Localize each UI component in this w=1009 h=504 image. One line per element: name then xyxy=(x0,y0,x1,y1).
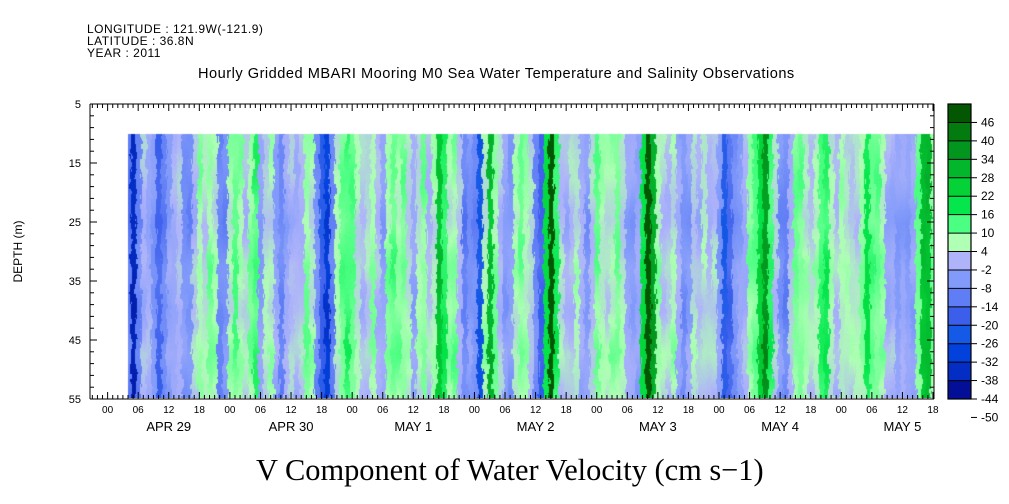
svg-text:40: 40 xyxy=(981,134,995,148)
svg-text:18: 18 xyxy=(316,405,328,416)
svg-text:15: 15 xyxy=(69,158,81,170)
svg-text:34: 34 xyxy=(981,152,995,166)
svg-text:00: 00 xyxy=(713,405,725,416)
svg-text:06: 06 xyxy=(499,405,511,416)
svg-text:-50: -50 xyxy=(981,410,999,424)
svg-text:46: 46 xyxy=(981,115,995,129)
svg-text:00: 00 xyxy=(224,405,236,416)
svg-text:12: 12 xyxy=(897,405,909,416)
svg-text:06: 06 xyxy=(377,405,389,416)
svg-text:-8: -8 xyxy=(981,281,992,295)
svg-text:4: 4 xyxy=(981,245,988,259)
svg-text:12: 12 xyxy=(530,405,542,416)
svg-text:18: 18 xyxy=(927,405,939,416)
svg-text:35: 35 xyxy=(69,276,81,288)
svg-text:06: 06 xyxy=(866,405,878,416)
svg-text:-38: -38 xyxy=(981,374,999,388)
svg-text:12: 12 xyxy=(285,405,297,416)
svg-text:APR 29: APR 29 xyxy=(146,419,191,434)
svg-text:28: 28 xyxy=(981,171,995,185)
svg-text:00: 00 xyxy=(469,405,481,416)
svg-text:22: 22 xyxy=(981,189,995,203)
svg-text:APR 30: APR 30 xyxy=(269,419,314,434)
svg-text:12: 12 xyxy=(408,405,420,416)
svg-text:10: 10 xyxy=(981,226,995,240)
svg-text:55: 55 xyxy=(69,394,81,406)
svg-text:06: 06 xyxy=(255,405,267,416)
svg-text:00: 00 xyxy=(102,405,114,416)
svg-text:-20: -20 xyxy=(981,318,999,332)
svg-text:18: 18 xyxy=(438,405,450,416)
svg-text:5: 5 xyxy=(75,99,81,111)
svg-text:06: 06 xyxy=(744,405,756,416)
svg-text:25: 25 xyxy=(69,217,81,229)
svg-text:MAY 1: MAY 1 xyxy=(394,419,432,434)
svg-text:00: 00 xyxy=(591,405,603,416)
svg-text:-44: -44 xyxy=(981,392,999,406)
svg-text:06: 06 xyxy=(622,405,634,416)
svg-text:-2: -2 xyxy=(981,263,992,277)
svg-text:00: 00 xyxy=(836,405,848,416)
svg-text:DEPTH (m): DEPTH (m) xyxy=(11,221,25,283)
svg-text:06: 06 xyxy=(133,405,145,416)
svg-text:-14: -14 xyxy=(981,300,999,314)
svg-text:MAY 3: MAY 3 xyxy=(639,419,677,434)
svg-text:18: 18 xyxy=(805,405,817,416)
svg-text:00: 00 xyxy=(347,405,359,416)
svg-text:45: 45 xyxy=(69,335,81,347)
svg-text:18: 18 xyxy=(194,405,206,416)
svg-text:18: 18 xyxy=(683,405,695,416)
svg-text:12: 12 xyxy=(163,405,175,416)
svg-text:-32: -32 xyxy=(981,355,999,369)
svg-text:-26: -26 xyxy=(981,337,999,351)
svg-text:12: 12 xyxy=(775,405,787,416)
svg-text:18: 18 xyxy=(561,405,573,416)
svg-text:12: 12 xyxy=(652,405,664,416)
svg-text:16: 16 xyxy=(981,208,995,222)
svg-text:MAY 5: MAY 5 xyxy=(884,419,922,434)
svg-text:MAY 2: MAY 2 xyxy=(517,419,555,434)
svg-text:MAY 4: MAY 4 xyxy=(761,419,799,434)
